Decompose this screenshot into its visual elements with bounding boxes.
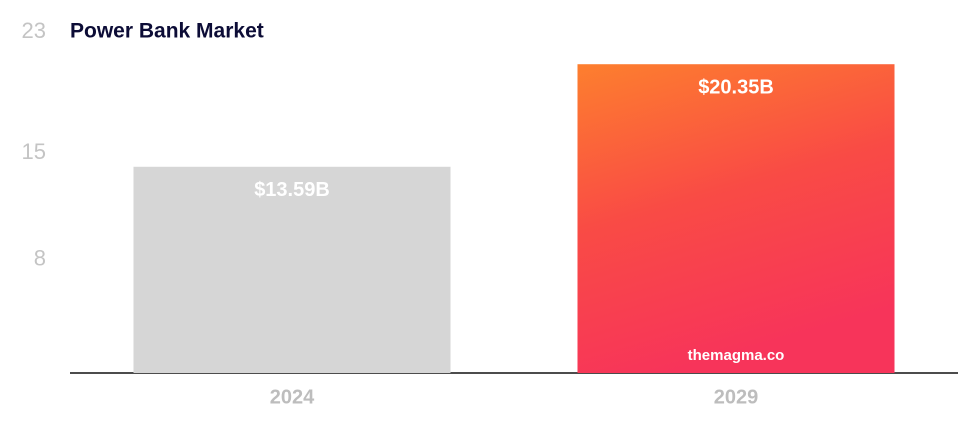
- y-tick-label: 23: [22, 18, 46, 43]
- value-label: $13.59B: [254, 179, 330, 201]
- bar: [133, 166, 451, 373]
- bar: [577, 64, 895, 373]
- watermark: themagma.co: [688, 347, 785, 364]
- x-tick-label: 2029: [714, 386, 759, 408]
- x-tick-label: 2024: [270, 386, 315, 408]
- y-tick-label: 8: [34, 245, 46, 270]
- chart-title: Power Bank Market: [70, 20, 264, 43]
- y-tick-label: 15: [22, 139, 46, 164]
- value-label: $20.35B: [698, 76, 774, 98]
